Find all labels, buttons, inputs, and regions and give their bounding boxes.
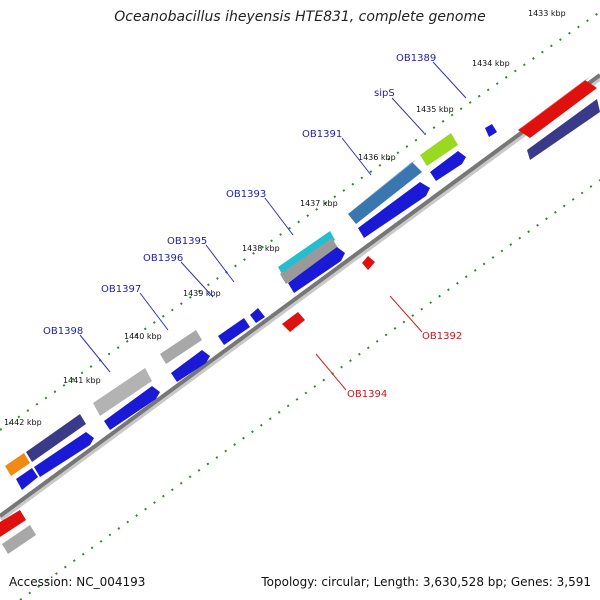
feature-bar-navy bbox=[26, 414, 86, 462]
leader-line bbox=[391, 97, 425, 134]
gene-label-ob1389: OB1389 bbox=[396, 53, 436, 64]
map-title: Oceanobacillus iheyensis HTE831, complet… bbox=[114, 9, 486, 25]
leader-line bbox=[205, 244, 235, 283]
feature-bar-steel-top bbox=[348, 160, 416, 214]
gene-arrow-forward bbox=[250, 308, 265, 323]
feature-bar-grey bbox=[160, 330, 202, 364]
feature-bar-grey bbox=[2, 525, 36, 554]
feature-bar-steel bbox=[348, 162, 422, 224]
gene-label-ob1393: OB1393 bbox=[226, 189, 266, 200]
feature-bar-cyan bbox=[278, 231, 335, 276]
feature-bar-grey bbox=[93, 368, 152, 416]
leader-lines bbox=[79, 61, 467, 373]
gene-label-ob1392: OB1392 bbox=[422, 331, 462, 342]
gene-arrow-forward bbox=[171, 350, 210, 382]
leader-line bbox=[79, 334, 111, 373]
tick-label: 1442 kbp bbox=[4, 418, 42, 427]
tick-label: 1438 kbp bbox=[242, 244, 280, 253]
tick-label: 1433 kbp bbox=[528, 9, 566, 18]
gene-arrow-forward bbox=[218, 318, 250, 345]
gene-arrow-forward bbox=[430, 151, 466, 181]
tick-label: 1439 kbp bbox=[183, 289, 221, 298]
leader-line bbox=[139, 292, 169, 331]
tick-labels: 1433 kbp 1434 kbp 1435 kbp 1436 kbp 1437… bbox=[4, 9, 566, 427]
feature-bar-grey bbox=[280, 238, 338, 284]
gene-label-ob1391: OB1391 bbox=[302, 129, 342, 140]
gene-label-sips: sipS bbox=[374, 88, 395, 99]
gene-arrow-reverse bbox=[362, 256, 375, 270]
leader-line bbox=[180, 261, 214, 298]
tick-label: 1440 kbp bbox=[124, 332, 162, 341]
forward-genes bbox=[16, 124, 497, 490]
gene-label-ob1397: OB1397 bbox=[101, 284, 141, 295]
tick-label: 1441 kbp bbox=[63, 376, 101, 385]
leader-line bbox=[315, 353, 347, 391]
feature-track-lower bbox=[2, 525, 36, 554]
gene-arrow-forward bbox=[104, 386, 160, 430]
leader-lines-reverse bbox=[315, 295, 423, 391]
accession-text: Accession: NC_004193 bbox=[9, 575, 146, 589]
upper-scale-dots bbox=[0, 11, 600, 431]
leader-line bbox=[389, 295, 423, 333]
leader-line bbox=[341, 137, 372, 176]
leader-line bbox=[264, 197, 294, 236]
gene-label-ob1395: OB1395 bbox=[167, 236, 207, 247]
lower-scale-dots bbox=[19, 179, 600, 600]
gene-arrow-reverse bbox=[282, 312, 305, 332]
feature-bar-red bbox=[518, 80, 597, 138]
tick-label: 1437 kbp bbox=[300, 199, 338, 208]
feature-bar-lime bbox=[420, 133, 458, 166]
gene-arrow-forward bbox=[288, 247, 345, 293]
leader-line bbox=[432, 61, 467, 99]
gene-arrow-reverse bbox=[0, 510, 26, 537]
gene-arrow-forward bbox=[16, 468, 38, 490]
scale-dots bbox=[0, 11, 600, 600]
gene-labels: OB1389 sipS OB1391 OB1393 OB1395 OB1396 … bbox=[43, 53, 462, 400]
gene-arrow-forward bbox=[34, 432, 94, 477]
gene-label-ob1398: OB1398 bbox=[43, 326, 83, 337]
backbone bbox=[0, 73, 600, 521]
gene-label-ob1396: OB1396 bbox=[143, 253, 183, 264]
backbone-line bbox=[0, 73, 600, 518]
tick-label: 1436 kbp bbox=[358, 153, 396, 162]
feature-bar-orange bbox=[5, 453, 30, 476]
feature-bar-navy bbox=[527, 99, 600, 160]
tick-label: 1434 kbp bbox=[472, 59, 510, 68]
reverse-genes bbox=[0, 256, 375, 537]
gene-arrow-forward bbox=[485, 124, 497, 137]
feature-bar-red-top bbox=[518, 77, 590, 130]
genome-summary-text: Topology: circular; Length: 3,630,528 bp… bbox=[261, 575, 591, 589]
gene-label-ob1394: OB1394 bbox=[347, 389, 387, 400]
tick-label: 1435 kbp bbox=[416, 105, 454, 114]
feature-track-upper bbox=[5, 77, 600, 476]
gene-arrow-forward bbox=[358, 182, 430, 238]
